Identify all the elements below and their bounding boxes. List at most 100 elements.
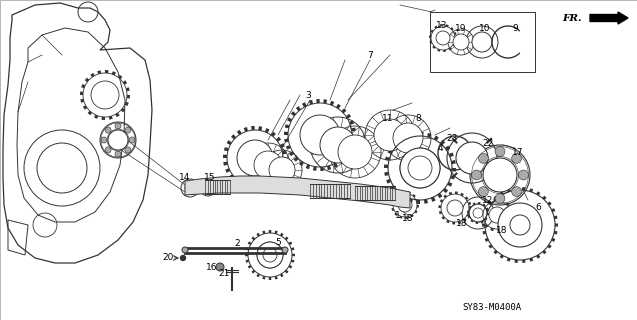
Circle shape (185, 183, 195, 193)
Polygon shape (437, 49, 440, 52)
Polygon shape (447, 182, 452, 187)
Polygon shape (386, 179, 391, 184)
Circle shape (495, 147, 505, 156)
Text: 18: 18 (402, 213, 414, 222)
Polygon shape (262, 184, 266, 189)
Polygon shape (482, 204, 485, 206)
Circle shape (469, 204, 487, 222)
Text: 20: 20 (162, 253, 174, 262)
Polygon shape (339, 159, 344, 164)
Polygon shape (351, 127, 355, 131)
Polygon shape (256, 274, 260, 277)
Circle shape (338, 135, 372, 169)
Polygon shape (262, 230, 266, 234)
Polygon shape (275, 276, 278, 279)
Circle shape (105, 147, 111, 153)
Polygon shape (296, 106, 301, 111)
Polygon shape (450, 175, 455, 180)
Polygon shape (507, 258, 511, 262)
Polygon shape (461, 193, 464, 196)
Polygon shape (223, 155, 227, 158)
Polygon shape (478, 202, 480, 204)
Polygon shape (429, 41, 432, 44)
Polygon shape (483, 231, 486, 235)
Polygon shape (88, 111, 92, 115)
Circle shape (320, 127, 356, 163)
Polygon shape (554, 216, 557, 219)
Polygon shape (280, 143, 285, 148)
Polygon shape (185, 176, 410, 208)
Circle shape (436, 31, 450, 45)
Polygon shape (112, 71, 116, 75)
Polygon shape (387, 149, 393, 154)
Polygon shape (554, 231, 557, 235)
Polygon shape (417, 200, 420, 204)
Circle shape (180, 255, 185, 260)
Polygon shape (484, 224, 489, 228)
Polygon shape (275, 230, 278, 234)
Circle shape (398, 198, 412, 212)
Polygon shape (515, 187, 518, 190)
Polygon shape (385, 156, 390, 161)
Polygon shape (503, 226, 507, 230)
Circle shape (483, 158, 517, 192)
Polygon shape (241, 183, 245, 188)
Polygon shape (330, 101, 334, 106)
Text: 3: 3 (305, 91, 311, 100)
Polygon shape (121, 108, 125, 112)
Polygon shape (255, 186, 259, 190)
Polygon shape (269, 277, 271, 280)
Circle shape (408, 156, 432, 180)
Polygon shape (547, 244, 552, 249)
Polygon shape (244, 127, 248, 132)
Polygon shape (333, 163, 338, 168)
Polygon shape (391, 208, 394, 211)
Circle shape (453, 34, 469, 50)
Polygon shape (256, 233, 260, 236)
Polygon shape (471, 220, 473, 222)
Polygon shape (508, 221, 512, 225)
Circle shape (254, 151, 282, 179)
Circle shape (489, 207, 505, 223)
Text: 1: 1 (395, 211, 401, 220)
Polygon shape (449, 152, 454, 157)
Text: 15: 15 (204, 172, 216, 181)
Polygon shape (416, 199, 419, 202)
Polygon shape (415, 210, 418, 213)
FancyArrow shape (590, 12, 628, 24)
Polygon shape (483, 216, 486, 219)
Polygon shape (252, 270, 255, 274)
Circle shape (105, 127, 111, 133)
Polygon shape (268, 181, 273, 186)
Polygon shape (482, 223, 485, 227)
Polygon shape (313, 166, 317, 171)
Circle shape (374, 119, 406, 151)
Text: SY83-M0400A: SY83-M0400A (462, 303, 521, 312)
Polygon shape (280, 233, 283, 236)
Text: 22: 22 (482, 139, 494, 148)
Circle shape (456, 142, 488, 174)
Polygon shape (259, 126, 262, 131)
Polygon shape (94, 115, 98, 119)
Polygon shape (227, 140, 232, 145)
Polygon shape (434, 136, 439, 141)
Polygon shape (445, 146, 450, 151)
Polygon shape (427, 133, 431, 138)
Polygon shape (346, 114, 351, 119)
Polygon shape (274, 177, 279, 182)
Polygon shape (224, 147, 229, 151)
Polygon shape (454, 32, 457, 35)
Circle shape (125, 147, 131, 153)
Polygon shape (440, 199, 443, 203)
Circle shape (237, 140, 273, 176)
Polygon shape (397, 138, 403, 143)
Polygon shape (396, 193, 399, 196)
Polygon shape (493, 198, 497, 201)
Polygon shape (282, 165, 286, 169)
Polygon shape (468, 205, 471, 209)
Polygon shape (289, 151, 294, 156)
Polygon shape (410, 214, 413, 218)
Circle shape (182, 247, 188, 253)
Polygon shape (497, 229, 501, 231)
Polygon shape (391, 202, 393, 205)
